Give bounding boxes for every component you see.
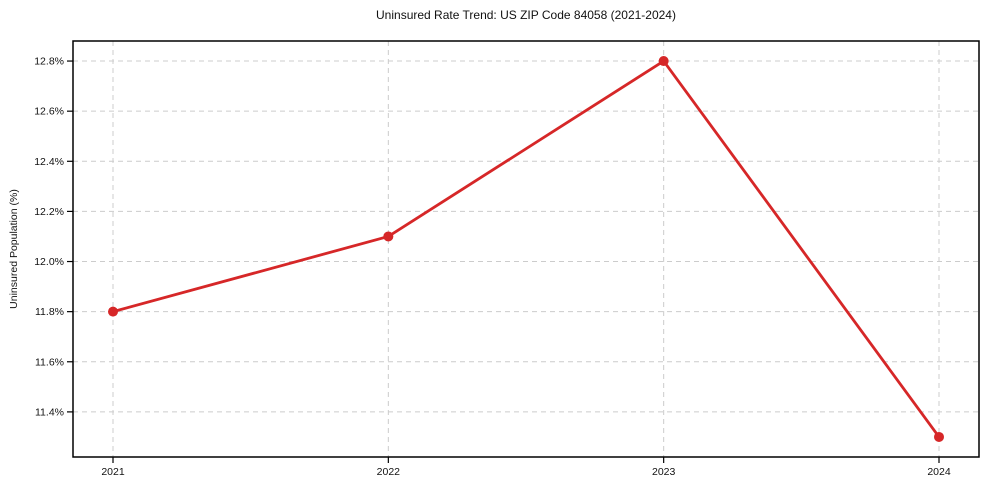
data-point xyxy=(383,231,394,242)
data-line xyxy=(111,59,941,439)
y-tick-label: 11.6% xyxy=(35,356,64,368)
y-tick-label: 12.2% xyxy=(34,206,64,218)
y-tick-label: 12.8% xyxy=(34,56,64,68)
x-tick-label: 2021 xyxy=(101,466,125,478)
plot-border xyxy=(72,40,980,458)
x-tick-label: 2024 xyxy=(927,466,951,478)
y-tick-label: 12.6% xyxy=(34,106,64,118)
chart-title: Uninsured Rate Trend: US ZIP Code 84058 … xyxy=(376,8,676,22)
data-point xyxy=(934,431,944,442)
y-tick-label: 11.4% xyxy=(35,406,64,418)
y-tick-label: 12.4% xyxy=(34,156,64,168)
data-point xyxy=(108,306,118,317)
data-point xyxy=(658,56,669,67)
y-tick-label: 11.8% xyxy=(35,306,64,318)
x-tick-label: 2022 xyxy=(377,466,401,478)
x-tick-label: 2023 xyxy=(652,466,676,478)
y-tick-label: 12.0% xyxy=(34,256,64,268)
